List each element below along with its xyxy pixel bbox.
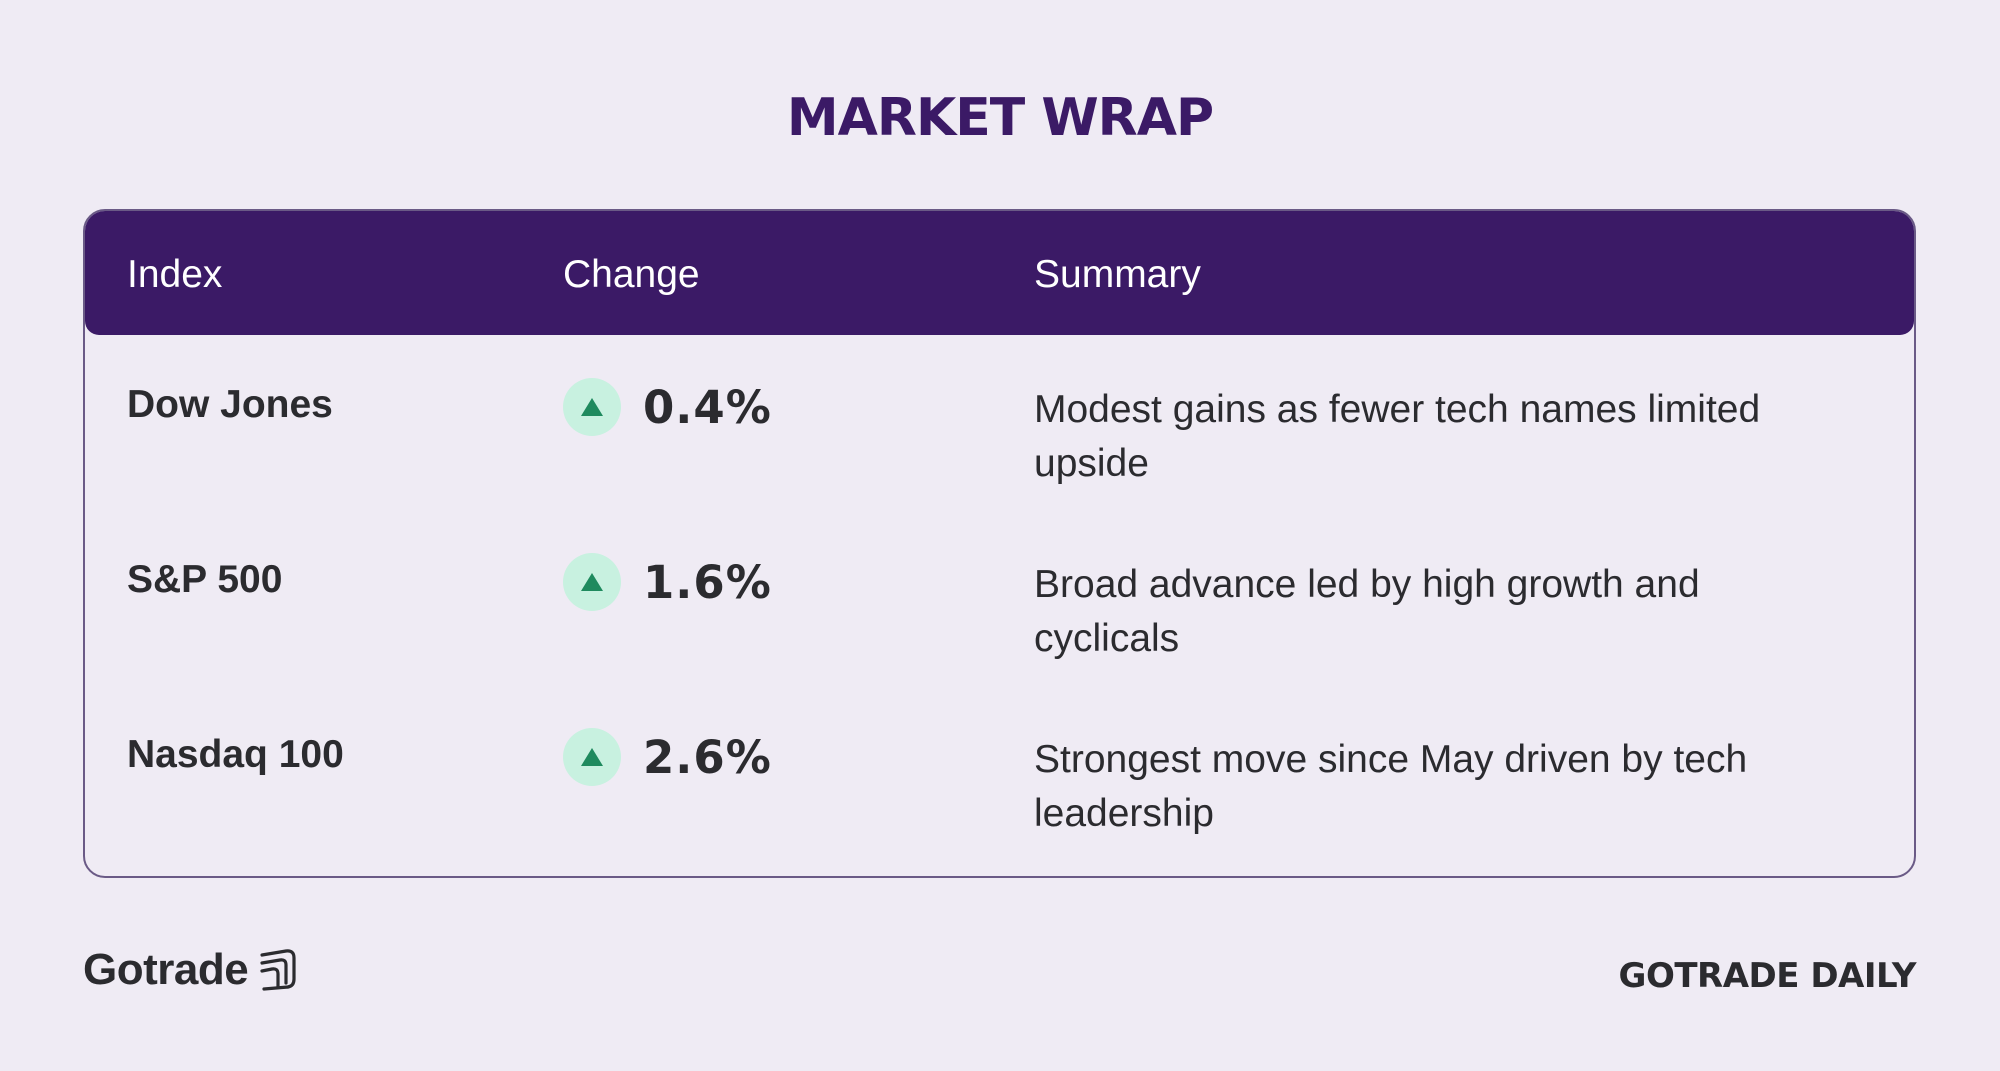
market-table: Index Change Summary Dow Jones 0.4% Mode… <box>83 209 1916 878</box>
header-index: Index <box>127 253 223 296</box>
index-name: Dow Jones <box>127 383 333 426</box>
gotrade-logo-icon <box>260 949 296 991</box>
change-value: 1.6% <box>643 555 772 609</box>
change-value: 0.4% <box>643 380 772 434</box>
header-summary: Summary <box>1034 253 1201 296</box>
page-title: MARKET WRAP <box>786 88 1214 148</box>
change-value: 2.6% <box>643 730 772 784</box>
index-name: S&P 500 <box>127 558 283 601</box>
change-cell: 2.6% <box>563 727 772 787</box>
index-name: Nasdaq 100 <box>127 733 344 776</box>
change-cell: 0.4% <box>563 377 772 437</box>
table-header: Index Change Summary <box>85 211 1914 335</box>
table-row: S&P 500 1.6% Broad advance led by high g… <box>85 510 1914 685</box>
summary-text: Broad advance led by high growth and cyc… <box>1034 563 1700 660</box>
summary-text: Modest gains as fewer tech names limited… <box>1034 388 1761 485</box>
header-change: Change <box>563 253 700 296</box>
table-row: Dow Jones 0.4% Modest gains as fewer tec… <box>85 335 1914 510</box>
change-cell: 1.6% <box>563 552 772 612</box>
summary-text: Strongest move since May driven by tech … <box>1034 738 1748 835</box>
arrow-up-icon <box>563 553 621 611</box>
table-row: Nasdaq 100 2.6% Strongest move since May… <box>85 685 1914 860</box>
footer-tagline: GOTRADE DAILY <box>1618 956 1917 996</box>
arrow-up-icon <box>563 728 621 786</box>
arrow-up-icon <box>563 378 621 436</box>
brand-name: Gotrade <box>83 945 249 994</box>
brand-logo: Gotrade <box>83 945 298 995</box>
